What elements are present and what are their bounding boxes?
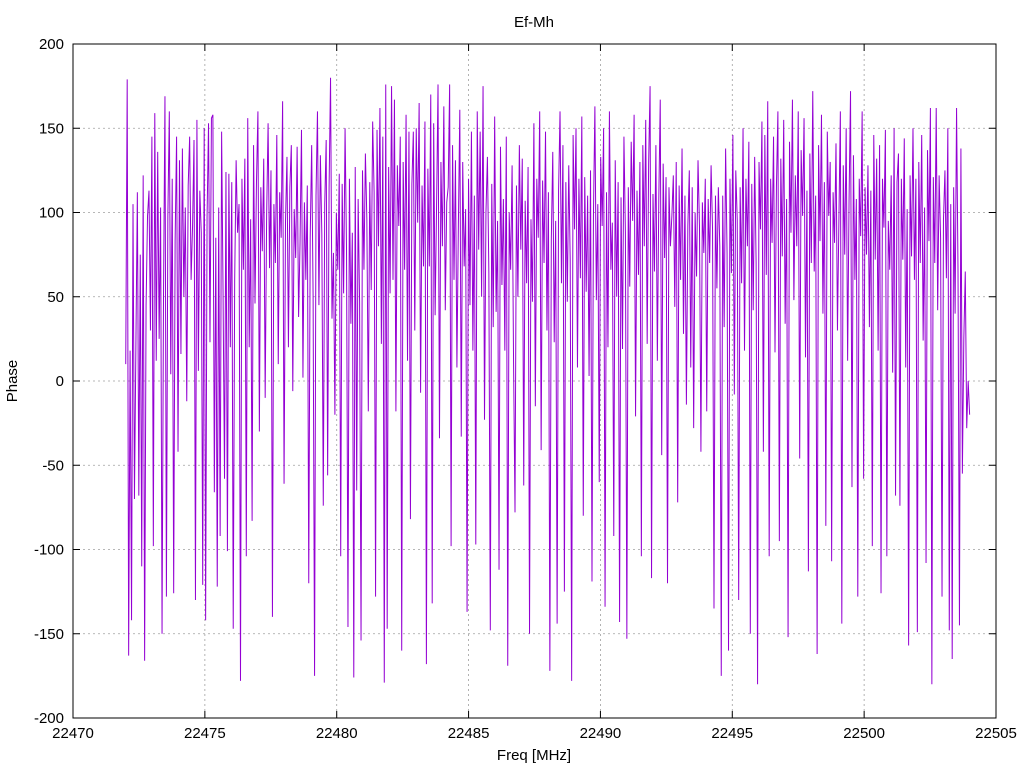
x-tick-label: 22475: [184, 725, 226, 742]
x-tick-label: 22485: [448, 725, 490, 742]
chart-title: Ef-Mh: [514, 14, 554, 31]
y-tick-label: -100: [34, 542, 64, 559]
axis-ticks: [72, 43, 997, 719]
tick-labels: 22470 22475 22480 22485 22490 22495 22500 22505…: [34, 36, 1017, 742]
x-tick-label: 22490: [580, 725, 622, 742]
y-axis-label: Phase: [4, 360, 21, 403]
series-layer: [125, 77, 971, 685]
y-tick-label: -200: [34, 710, 64, 727]
x-tick-label: 22500: [843, 725, 885, 742]
phase-series-line: [125, 77, 971, 685]
x-tick-label: 22480: [316, 725, 358, 742]
x-tick-label: 22470: [52, 725, 94, 742]
y-tick-label: 150: [39, 120, 64, 137]
x-tick-label: 22505: [975, 725, 1017, 742]
y-tick-label: -50: [42, 457, 64, 474]
y-tick-label: -150: [34, 626, 64, 643]
x-axis-label: Freq [MHz]: [497, 747, 571, 764]
y-tick-label: 100: [39, 205, 64, 222]
y-tick-label: 50: [47, 289, 64, 306]
x-tick-label: 22495: [711, 725, 753, 742]
y-tick-label: 0: [56, 373, 64, 390]
y-tick-label: 200: [39, 36, 64, 53]
